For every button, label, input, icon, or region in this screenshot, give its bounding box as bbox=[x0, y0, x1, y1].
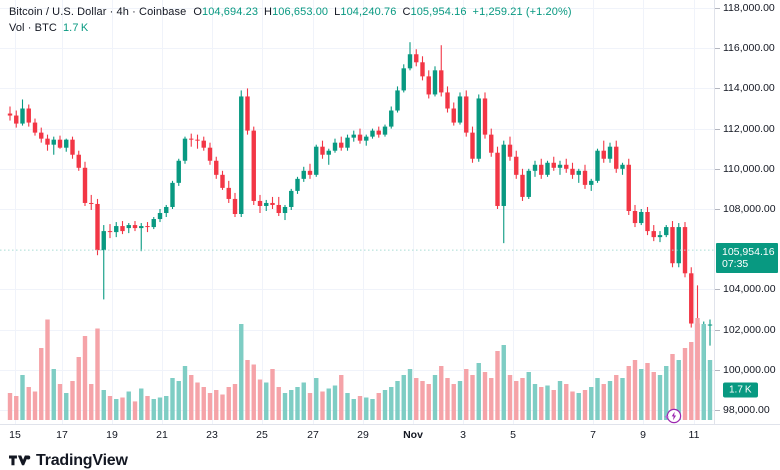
time-tick-label: 25 bbox=[256, 429, 268, 441]
price-tick-label: 104,000.00 bbox=[723, 283, 776, 296]
tradingview-logo-icon bbox=[9, 455, 31, 465]
price-tick-label: 102,000.00 bbox=[723, 323, 776, 336]
price-tick-label: 100,000.00 bbox=[723, 363, 776, 376]
price-tick-dash bbox=[715, 289, 720, 291]
time-tick-label: 19 bbox=[106, 429, 118, 441]
lightning-bolt-glyph bbox=[664, 408, 682, 424]
price-tick-dash bbox=[715, 409, 720, 411]
sparkle-icon bbox=[664, 414, 669, 420]
chart-plot-area[interactable] bbox=[0, 0, 714, 424]
current-price-badge[interactable]: 105,954.16 07:35 bbox=[716, 243, 778, 274]
price-tick-label: 108,000.00 bbox=[723, 202, 776, 215]
time-axis[interactable]: 15 17 19 21 23 25 27 29 Nov 3 5 7 9 11 bbox=[0, 424, 780, 446]
price-tick-dash bbox=[715, 369, 720, 371]
current-price-countdown: 07:35 bbox=[722, 258, 749, 271]
price-tick-dash bbox=[715, 168, 720, 170]
price-tick-dash bbox=[715, 88, 720, 90]
time-tick-label: 29 bbox=[357, 429, 369, 441]
price-tick-label: 114,000.00 bbox=[723, 82, 775, 95]
time-tick-label: 3 bbox=[460, 429, 466, 441]
price-tick-dash bbox=[715, 208, 720, 210]
price-tick-label: 98,000.00 bbox=[723, 403, 770, 416]
time-tick-label: Nov bbox=[403, 429, 423, 441]
lightning-bolt-icon[interactable] bbox=[662, 406, 682, 426]
price-tick-dash bbox=[715, 329, 720, 331]
time-tick-label: 15 bbox=[9, 429, 21, 441]
price-tick-label: 116,000.00 bbox=[723, 42, 775, 55]
price-tick-dash bbox=[715, 8, 720, 10]
time-tick-label: 21 bbox=[156, 429, 168, 441]
time-tick-label: 9 bbox=[640, 429, 646, 441]
price-tick-label: 118,000.00 bbox=[723, 2, 775, 15]
time-tick-label: 5 bbox=[510, 429, 516, 441]
candlestick-svg bbox=[0, 0, 714, 424]
price-axis[interactable]: 118,000.00 116,000.00 114,000.00 112,000.00… bbox=[714, 0, 780, 424]
price-tick-dash bbox=[715, 128, 720, 130]
tradingview-wordmark: TradingView bbox=[36, 452, 128, 469]
price-tick-dash bbox=[715, 48, 720, 50]
price-tick-label: 112,000.00 bbox=[723, 122, 775, 135]
price-tick-label: 110,000.00 bbox=[723, 162, 775, 175]
tradingview-branding[interactable]: TradingView bbox=[9, 452, 128, 469]
current-price-value: 105,954.16 bbox=[722, 246, 775, 259]
time-tick-label: 23 bbox=[206, 429, 218, 441]
time-tick-label: 11 bbox=[688, 429, 700, 441]
time-tick-label: 27 bbox=[307, 429, 319, 441]
time-tick-label: 7 bbox=[590, 429, 596, 441]
volume-value-badge[interactable]: 1.7 K bbox=[723, 382, 758, 398]
time-tick-label: 17 bbox=[56, 429, 68, 441]
